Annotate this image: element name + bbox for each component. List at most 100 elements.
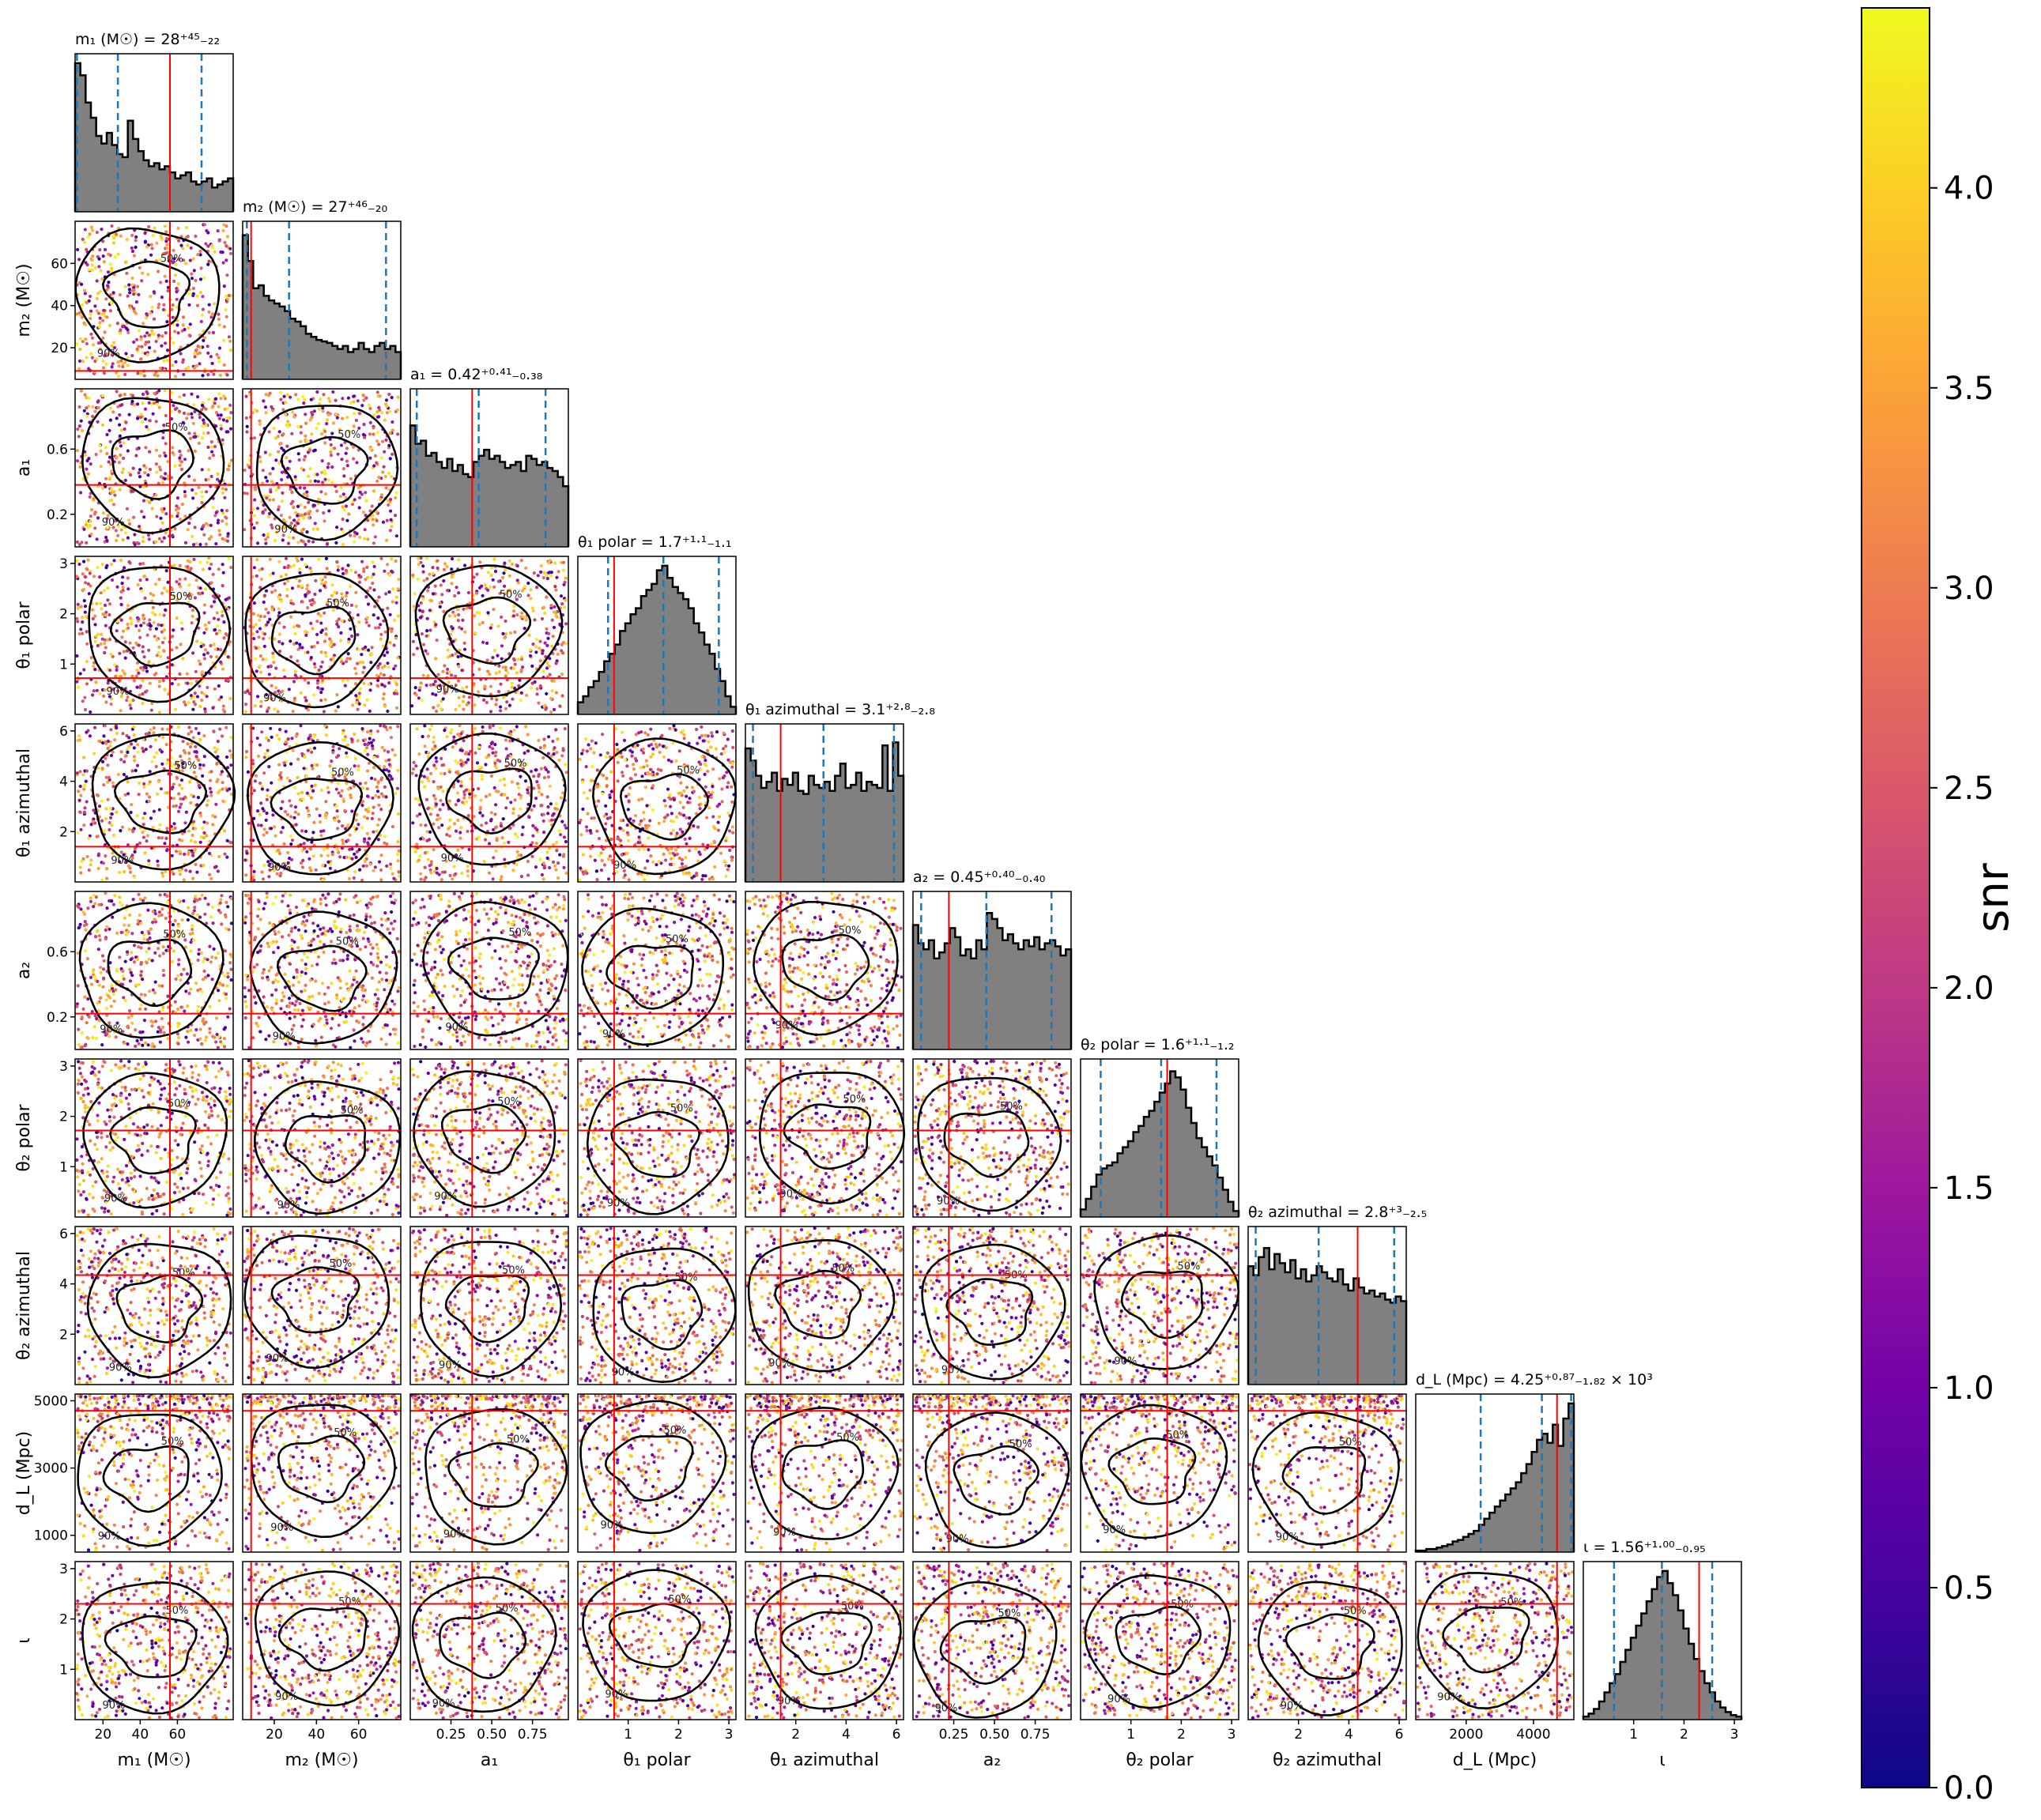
scatter-point (528, 634, 531, 637)
scatter-point (140, 279, 143, 282)
scatter-point (149, 468, 152, 471)
scatter-point (198, 442, 201, 445)
scatter-point (371, 504, 374, 507)
scatter-point (351, 738, 354, 741)
scatter-point (78, 770, 81, 773)
scatter-point (271, 467, 274, 470)
scatter-point (379, 633, 383, 636)
scatter-point (162, 649, 165, 652)
scatter-point (128, 304, 131, 307)
scatter-point (162, 308, 165, 311)
scatter-point (396, 432, 399, 435)
scatter-point (201, 495, 204, 498)
scatter-point (220, 428, 223, 431)
scatter-point (108, 821, 111, 824)
panel-background (75, 724, 233, 882)
scatter-point (97, 767, 100, 770)
y-tick-label: 20 (51, 341, 68, 356)
scatter-point (126, 238, 129, 241)
scatter-point (375, 519, 379, 522)
scatter-point (289, 655, 292, 658)
scatter-point (130, 803, 133, 806)
scatter-point (283, 566, 286, 569)
scatter-point (510, 682, 513, 685)
scatter-point (194, 848, 197, 851)
scatter-point (109, 728, 112, 731)
scatter-point (269, 558, 272, 561)
scatter-point (375, 830, 379, 833)
scatter-point (462, 797, 466, 800)
scatter-point (118, 413, 121, 416)
scatter-point (180, 468, 183, 471)
scatter-point (155, 340, 158, 343)
scatter-point (354, 591, 357, 594)
scatter-point (153, 318, 156, 321)
scatter-point (305, 806, 308, 809)
histogram-bar (264, 296, 270, 379)
scatter-point (417, 859, 421, 862)
scatter-point (300, 558, 304, 561)
scatter-point (341, 838, 344, 842)
scatter-point (426, 589, 429, 592)
scatter-point (416, 646, 419, 650)
scatter-point (304, 699, 307, 702)
scatter-point (217, 360, 221, 364)
scatter-point (462, 700, 465, 703)
scatter-point (208, 567, 211, 570)
scatter-point (118, 680, 121, 683)
scatter-point (493, 762, 496, 765)
scatter-point (258, 568, 261, 571)
scatter-point (281, 471, 284, 474)
scatter-point (514, 798, 517, 801)
scatter-point (158, 808, 161, 812)
scatter-point (296, 792, 300, 795)
scatter-point (321, 864, 324, 867)
scatter-point (357, 620, 360, 624)
scatter-point (319, 589, 322, 592)
scatter-point (141, 562, 145, 565)
scatter-point (316, 527, 319, 530)
scatter-point (361, 671, 364, 674)
scatter-point (77, 686, 80, 689)
scatter-point (286, 425, 289, 428)
scatter-point (272, 661, 275, 664)
scatter-point (307, 857, 311, 861)
scatter-point (564, 823, 567, 827)
scatter-point (215, 511, 218, 514)
scatter-point (363, 838, 366, 841)
scatter-point (503, 858, 506, 861)
scatter-point (390, 736, 393, 739)
scatter-point (208, 457, 211, 460)
scatter-point (516, 578, 519, 582)
histogram-bar (547, 468, 553, 547)
scatter-point (259, 801, 262, 804)
scatter-point (289, 599, 292, 602)
scatter-point (178, 869, 181, 872)
scatter-point (369, 421, 372, 424)
scatter-point (89, 232, 92, 236)
scatter-point (261, 787, 264, 790)
scatter-point (466, 865, 470, 868)
scatter-point (379, 662, 382, 665)
scatter-point (153, 726, 156, 729)
scatter-point (382, 521, 385, 524)
scatter-point (149, 627, 152, 631)
scatter-point (131, 830, 134, 833)
scatter-point (112, 341, 115, 344)
scatter-point (325, 733, 328, 737)
scatter-point (270, 480, 274, 483)
y-tick-label: 6 (59, 724, 68, 740)
scatter-point (352, 395, 355, 398)
scatter-m1-vs-m2: 50%90%204060m₂ (M☉) (14, 221, 233, 379)
scatter-point (211, 814, 214, 817)
scatter-point (262, 533, 266, 537)
scatter-point (393, 643, 396, 646)
scatter-point (313, 601, 316, 605)
scatter-point (127, 736, 130, 739)
scatter-point (84, 581, 87, 584)
scatter-point (511, 686, 514, 689)
scatter-point (397, 578, 400, 581)
scatter-point (201, 314, 204, 317)
scatter-point (202, 653, 206, 656)
scatter-point (546, 857, 549, 860)
